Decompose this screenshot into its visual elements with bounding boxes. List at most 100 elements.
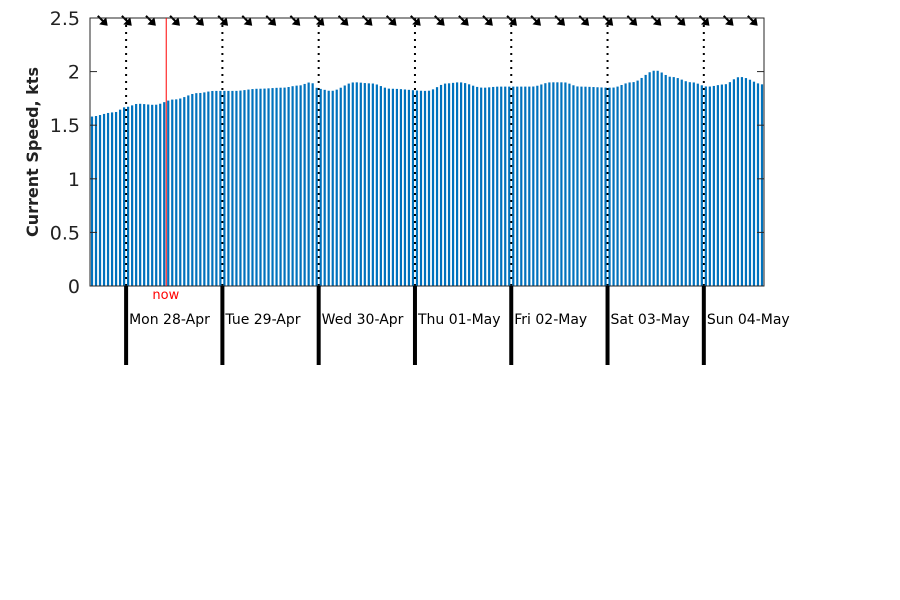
bar [303,83,306,287]
arrow-shaft [193,15,201,23]
direction-arrow [361,15,373,26]
arrow-head [315,17,325,26]
bar [676,78,679,286]
arrow-head [508,17,517,26]
bar [692,82,695,286]
bar [287,87,290,287]
arrow-head [604,17,614,26]
arrow-head [388,17,397,26]
bar [439,84,443,286]
bar [151,104,154,286]
arrow-head [725,17,734,26]
arrow-shaft [626,15,634,23]
bar [259,88,262,286]
bar [556,82,559,286]
direction-arrow [289,15,301,26]
bar [135,103,138,286]
direction-arrow [169,15,180,26]
bar [395,88,399,287]
bar [319,88,322,287]
bar [576,86,579,286]
day-label: Tue 29-Apr [224,312,300,328]
bar [644,74,647,287]
arrow-head [436,17,445,26]
bar [552,82,555,286]
bar [347,83,350,286]
arrow-head [147,17,156,26]
y-axis: 0 0.5 1 1.5 2 2.5 [50,8,764,298]
arrow-shaft [217,15,225,23]
bar [323,89,326,286]
bar [255,88,258,286]
direction-arrow [410,15,421,26]
bar [480,87,483,286]
bar [399,89,403,286]
bar [708,86,711,286]
bar [748,79,752,287]
arrow-shaft [121,15,129,23]
day-label: Sun 04-May [707,312,790,328]
arrow-shaft [722,15,731,23]
bar [720,84,723,286]
direction-arrow [145,15,156,26]
bar [311,83,314,286]
day-label: Fri 02-May [514,312,587,328]
bar [728,82,732,287]
bar [94,116,98,286]
bar [460,82,463,286]
bar [315,87,318,286]
arrow-head [267,17,277,26]
bar [696,83,699,286]
arrow-shaft [747,15,755,23]
direction-arrow [554,15,566,26]
bar [568,83,571,286]
arrow-shaft [145,15,153,23]
arrow-shaft [530,15,538,23]
bar [628,82,631,286]
bar [251,89,254,286]
arrow-head [532,17,541,26]
arrow-head [652,17,662,26]
day-label: Mon 28-Apr [129,312,210,328]
bar [447,83,451,286]
bar [223,90,226,287]
bar [472,85,475,286]
bar [211,90,214,286]
arrow-head [195,17,204,26]
bar [127,106,130,286]
bar [620,85,623,286]
bar [443,83,447,286]
bar [171,99,174,286]
bar [512,86,515,286]
bar [415,90,419,286]
bar [427,90,431,287]
bar [532,86,535,286]
bar [123,107,126,286]
direction-arrow [193,15,204,26]
bar [564,82,567,286]
bar [624,83,627,286]
bar [371,83,374,287]
arrow-shaft [506,15,514,23]
bar [267,88,270,286]
arrow-head [291,17,301,26]
bar [680,79,683,286]
now-label: now [152,288,179,303]
bar [652,70,655,286]
bar [712,85,715,286]
arrow-shaft [578,15,586,23]
direction-arrow [530,15,541,26]
bar [760,84,764,286]
bar [656,70,659,287]
arrow-shaft [265,15,273,23]
day-label: Thu 01-May [417,312,501,328]
bar [508,86,511,286]
bar [351,82,354,286]
bar [540,84,543,287]
ytick-label: 2 [68,62,80,84]
bar [700,85,703,286]
x-axis-days: Mon 28-Apr Tue 29-Apr Wed 30-Apr Thu 01-May… [124,286,790,365]
direction-arrow [626,15,638,26]
direction-arrow [458,15,469,26]
bar [359,82,362,287]
